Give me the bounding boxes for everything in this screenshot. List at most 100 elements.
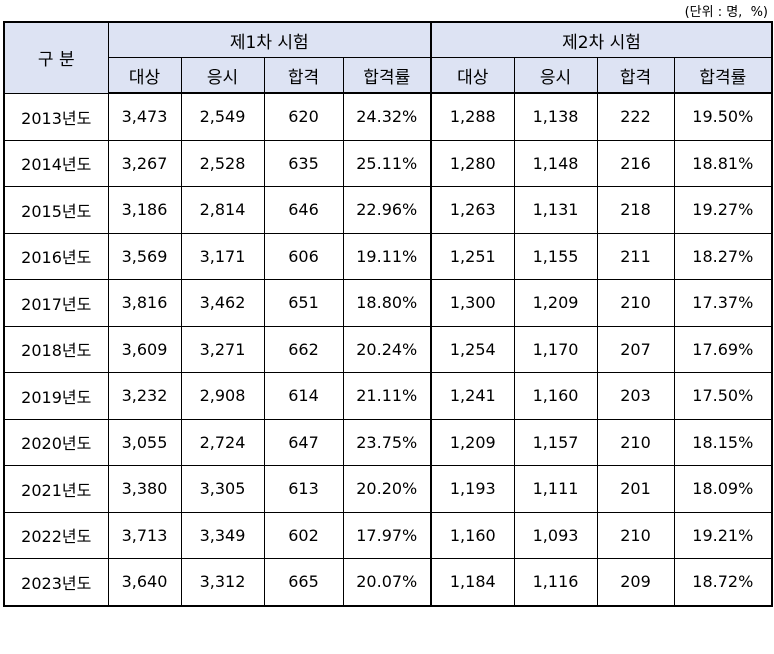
- data-cell: 3,349: [180, 511, 265, 559]
- table-row: 2014년도 3,267 2,528 635 25.11% 1,280 1,14…: [3, 139, 773, 187]
- table-row: 2020년도 3,055 2,724 647 23.75% 1,209 1,15…: [3, 418, 773, 466]
- table-row: 2013년도 3,473 2,549 620 24.32% 1,288 1,13…: [3, 92, 773, 141]
- data-cell: 1,184: [430, 558, 515, 606]
- data-cell: 2,724: [180, 418, 265, 466]
- data-cell: 606: [263, 232, 344, 280]
- data-cell: 3,171: [180, 232, 265, 280]
- exam1-header: 제1차 시험: [107, 21, 432, 58]
- data-cell: 207: [596, 325, 675, 373]
- table-row: 2021년도 3,380 3,305 613 20.20% 1,193 1,11…: [3, 465, 773, 513]
- unit-note: (단위 : 명, %): [684, 5, 768, 20]
- data-cell: 613: [263, 465, 344, 513]
- data-cell: 17.37%: [673, 279, 773, 327]
- data-cell: 1,155: [513, 232, 598, 280]
- data-cell: 1,131: [513, 186, 598, 234]
- data-cell: 2,528: [180, 139, 265, 187]
- data-cell: 222: [596, 92, 675, 141]
- data-cell: 3,569: [107, 232, 182, 280]
- data-cell: 620: [263, 92, 344, 141]
- category-header: 구 분: [3, 21, 109, 94]
- col-header-applicants: 응시: [180, 57, 265, 94]
- header-row-columns: 대상 응시 합격 합격률 대상 응시 합격 합격률: [4, 57, 773, 94]
- data-cell: 210: [596, 511, 675, 559]
- data-cell: 17.50%: [673, 372, 773, 420]
- data-cell: 18.09%: [673, 465, 773, 513]
- header-row-groups: 구 분 제1차 시험 제2차 시험: [3, 21, 773, 94]
- table-row: 2017년도 3,816 3,462 651 18.80% 1,300 1,20…: [3, 279, 773, 327]
- data-cell: 3,609: [107, 325, 182, 373]
- data-cell: 3,462: [180, 279, 265, 327]
- col-header-pass-rate: 합격률: [673, 57, 773, 94]
- year-cell: 2022년도: [3, 511, 109, 559]
- year-cell: 2020년도: [3, 418, 109, 466]
- data-cell: 20.20%: [342, 465, 432, 513]
- table-row: 2018년도 3,609 3,271 662 20.24% 1,254 1,17…: [3, 325, 773, 373]
- data-cell: 614: [263, 372, 344, 420]
- data-cell: 1,263: [430, 186, 515, 234]
- data-cell: 3,713: [107, 511, 182, 559]
- table-row: 2022년도 3,713 3,349 602 17.97% 1,160 1,09…: [3, 511, 773, 559]
- table-row: 2016년도 3,569 3,171 606 19.11% 1,251 1,15…: [3, 232, 773, 280]
- col-header-passed: 합격: [596, 57, 675, 94]
- data-cell: 665: [263, 558, 344, 606]
- data-cell: 18.27%: [673, 232, 773, 280]
- data-cell: 20.07%: [342, 558, 432, 606]
- year-cell: 2017년도: [3, 279, 109, 327]
- data-cell: 210: [596, 279, 675, 327]
- data-cell: 23.75%: [342, 418, 432, 466]
- data-cell: 1,209: [513, 279, 598, 327]
- data-cell: 3,305: [180, 465, 265, 513]
- data-cell: 22.96%: [342, 186, 432, 234]
- data-cell: 3,640: [107, 558, 182, 606]
- data-cell: 1,254: [430, 325, 515, 373]
- data-cell: 646: [263, 186, 344, 234]
- data-cell: 20.24%: [342, 325, 432, 373]
- data-cell: 3,380: [107, 465, 182, 513]
- data-cell: 651: [263, 279, 344, 327]
- data-cell: 218: [596, 186, 675, 234]
- data-cell: 2,814: [180, 186, 265, 234]
- data-cell: 3,186: [107, 186, 182, 234]
- data-cell: 1,160: [513, 372, 598, 420]
- data-cell: 1,138: [513, 92, 598, 141]
- col-header-applicants: 응시: [513, 57, 598, 94]
- data-cell: 2,908: [180, 372, 265, 420]
- data-cell: 2,549: [180, 92, 265, 141]
- data-cell: 3,267: [107, 139, 182, 187]
- data-cell: 203: [596, 372, 675, 420]
- year-cell: 2021년도: [3, 465, 109, 513]
- data-cell: 18.81%: [673, 139, 773, 187]
- table-row: 2023년도 3,640 3,312 665 20.07% 1,184 1,11…: [3, 558, 773, 606]
- data-cell: 18.15%: [673, 418, 773, 466]
- year-cell: 2018년도: [3, 325, 109, 373]
- data-cell: 1,193: [430, 465, 515, 513]
- exam2-header: 제2차 시험: [430, 21, 773, 58]
- data-cell: 19.11%: [342, 232, 432, 280]
- data-cell: 19.27%: [673, 186, 773, 234]
- data-cell: 1,300: [430, 279, 515, 327]
- data-cell: 1,160: [430, 511, 515, 559]
- data-cell: 1,288: [430, 92, 515, 141]
- table-row: 2019년도 3,232 2,908 614 21.11% 1,241 1,16…: [3, 372, 773, 420]
- exam-results-table: 구 분 제1차 시험 제2차 시험 대상 응시 합격 합격률 대상 응시 합격 …: [3, 21, 774, 607]
- data-cell: 24.32%: [342, 92, 432, 141]
- data-cell: 18.80%: [342, 279, 432, 327]
- data-cell: 1,251: [430, 232, 515, 280]
- data-cell: 210: [596, 418, 675, 466]
- data-cell: 602: [263, 511, 344, 559]
- data-cell: 19.50%: [673, 92, 773, 141]
- data-cell: 209: [596, 558, 675, 606]
- data-cell: 201: [596, 465, 675, 513]
- data-cell: 211: [596, 232, 675, 280]
- col-header-pass-rate: 합격률: [342, 57, 432, 94]
- data-cell: 17.69%: [673, 325, 773, 373]
- year-cell: 2019년도: [3, 372, 109, 420]
- data-cell: 1,157: [513, 418, 598, 466]
- data-cell: 3,232: [107, 372, 182, 420]
- data-cell: 1,093: [513, 511, 598, 559]
- data-cell: 662: [263, 325, 344, 373]
- data-cell: 19.21%: [673, 511, 773, 559]
- data-cell: 1,280: [430, 139, 515, 187]
- year-cell: 2013년도: [3, 92, 109, 141]
- data-cell: 18.72%: [673, 558, 773, 606]
